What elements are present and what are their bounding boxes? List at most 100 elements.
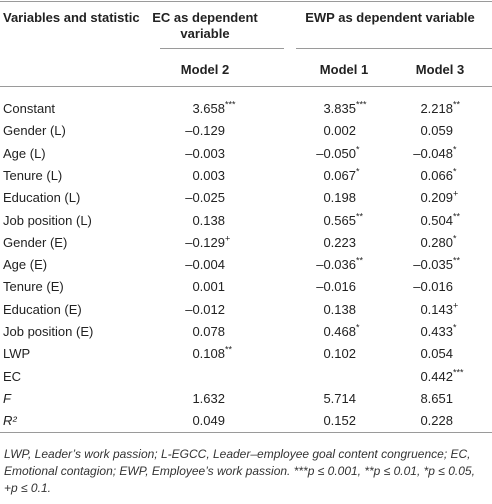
cell: –0.016 [296, 279, 356, 295]
cell: 0.504** [393, 211, 461, 229]
significance: ** [356, 255, 364, 266]
significance: + [225, 233, 231, 244]
significance: *** [453, 367, 464, 378]
cell: 0.138 [296, 302, 356, 318]
row-label: Constant [3, 101, 56, 116]
cell: 0.152 [296, 413, 356, 429]
cell: 2.218** [393, 100, 460, 117]
row-label: Tenure (E) [3, 279, 64, 295]
cell: 0.108** [165, 344, 233, 362]
cell: 0.468* [296, 323, 359, 340]
rule [296, 48, 492, 49]
cell: 0.280* [393, 233, 457, 251]
cell: 0.059 [393, 123, 453, 139]
cell: 0.003 [165, 168, 225, 184]
cell-value: 0.067 [323, 167, 356, 183]
rule [0, 86, 492, 87]
cell: 0.002 [296, 123, 356, 139]
cell-value: 0.108 [192, 346, 225, 362]
cell: –0.129 [165, 123, 225, 139]
rule [160, 48, 284, 49]
cell: 0.102 [296, 346, 356, 362]
rule [0, 432, 492, 433]
significance: ** [453, 255, 461, 266]
group-header: EWP as dependent variable [305, 10, 475, 25]
rule [0, 1, 492, 2]
significance: ** [453, 211, 461, 222]
significance: * [453, 322, 457, 333]
cell: 0.442*** [393, 367, 464, 385]
cell: 8.651 [393, 391, 453, 407]
cell-value: 0.078 [192, 324, 225, 339]
row-label: R² [3, 413, 17, 429]
cell: 0.054 [393, 346, 453, 362]
significance: ** [225, 344, 233, 355]
significance: * [453, 166, 457, 177]
cell-value: 0.504 [420, 212, 453, 228]
cell-value: 0.003 [192, 167, 225, 183]
cell-value: 0.209 [420, 190, 453, 206]
cell-value: 0.138 [323, 301, 356, 317]
cell: –0.035** [393, 255, 461, 273]
group-header: EC as dependent variable [152, 10, 258, 41]
model-header: Model 2 [180, 62, 230, 77]
significance: + [453, 188, 459, 199]
significance: *** [225, 99, 236, 110]
cell: –0.025 [165, 190, 225, 206]
cell-value: –0.004 [185, 257, 225, 273]
row-label: Gender (E) [3, 234, 68, 250]
cell: 3.658*** [165, 99, 236, 117]
cell-value: 3.835 [323, 101, 356, 116]
cell-value: 0.049 [192, 413, 225, 429]
cell: 5.714 [296, 391, 356, 407]
cell: –0.012 [165, 302, 225, 318]
cell-value: –0.129 [185, 234, 225, 250]
cell-value: 0.002 [323, 123, 356, 139]
cell: 0.198 [296, 190, 356, 206]
cell-value: –0.129 [185, 123, 225, 139]
cell-value: –0.036 [316, 257, 356, 273]
cell: 0.049 [165, 413, 225, 429]
row-label: F [3, 390, 11, 406]
footnote: LWP, Leader’s work passion; L-EGCC, Lead… [4, 447, 475, 495]
cell-value: 0.433 [420, 324, 453, 339]
row-label: Age (L) [3, 145, 46, 161]
cell-value: 0.442 [420, 368, 453, 384]
row-label: Age (E) [3, 257, 48, 273]
cell-value: –0.035 [413, 257, 453, 273]
cell: 3.835*** [296, 99, 367, 117]
significance: * [356, 144, 360, 155]
cell-value: –0.016 [413, 279, 453, 295]
cell: –0.129+ [165, 233, 231, 251]
cell: 0.078 [165, 324, 225, 340]
cell-value: 0.143 [420, 301, 453, 317]
significance: *** [356, 99, 367, 110]
cell-value: 1.632 [192, 390, 225, 406]
significance: * [356, 166, 360, 177]
cell: –0.004 [165, 257, 225, 273]
cell-value: 0.198 [323, 190, 356, 206]
cell-value: 0.059 [420, 123, 453, 139]
cell-value: 2.218 [420, 101, 453, 116]
cell: 0.223 [296, 235, 356, 251]
cell: 0.067* [296, 166, 360, 184]
column-header: Variables and statistic [3, 10, 140, 25]
cell: 0.228 [393, 413, 453, 429]
cell-value: 0.468 [323, 324, 356, 339]
row-label: Job position (L) [3, 212, 92, 228]
cell: 0.138 [165, 213, 225, 229]
cell-value: 0.102 [323, 346, 356, 362]
cell: –0.036** [296, 255, 364, 273]
cell-value: 8.651 [420, 390, 453, 406]
cell-value: –0.048 [413, 145, 453, 161]
row-label: Education (E) [3, 301, 82, 317]
significance: * [453, 233, 457, 244]
row-label: Job position (E) [3, 324, 94, 339]
cell: 0.143+ [393, 301, 458, 318]
model-header: Model 1 [319, 62, 369, 77]
cell-value: –0.025 [185, 190, 225, 206]
significance: ** [356, 211, 364, 222]
model-header: Model 3 [415, 62, 465, 77]
cell: –0.048* [393, 145, 456, 162]
